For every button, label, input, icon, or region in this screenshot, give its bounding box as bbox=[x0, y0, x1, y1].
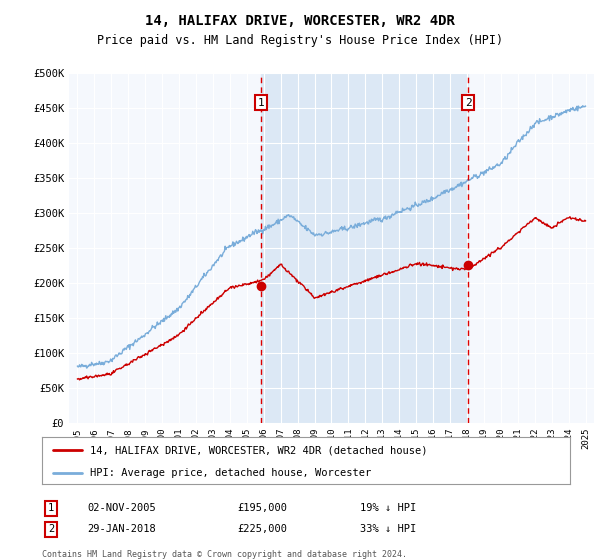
Text: £225,000: £225,000 bbox=[237, 524, 287, 534]
Bar bbox=[261, 73, 469, 423]
Text: 14, HALIFAX DRIVE, WORCESTER, WR2 4DR (detached house): 14, HALIFAX DRIVE, WORCESTER, WR2 4DR (d… bbox=[89, 445, 427, 455]
Text: 29-JAN-2018: 29-JAN-2018 bbox=[87, 524, 156, 534]
Text: 14, HALIFAX DRIVE, WORCESTER, WR2 4DR: 14, HALIFAX DRIVE, WORCESTER, WR2 4DR bbox=[145, 14, 455, 28]
Text: Price paid vs. HM Land Registry's House Price Index (HPI): Price paid vs. HM Land Registry's House … bbox=[97, 34, 503, 46]
Text: 1: 1 bbox=[48, 503, 54, 514]
Text: 02-NOV-2005: 02-NOV-2005 bbox=[87, 503, 156, 514]
Text: 19% ↓ HPI: 19% ↓ HPI bbox=[360, 503, 416, 514]
Text: HPI: Average price, detached house, Worcester: HPI: Average price, detached house, Worc… bbox=[89, 468, 371, 478]
Text: Contains HM Land Registry data © Crown copyright and database right 2024.
This d: Contains HM Land Registry data © Crown c… bbox=[42, 550, 407, 560]
Text: 1: 1 bbox=[257, 97, 265, 108]
Text: 33% ↓ HPI: 33% ↓ HPI bbox=[360, 524, 416, 534]
Text: £195,000: £195,000 bbox=[237, 503, 287, 514]
Text: 2: 2 bbox=[48, 524, 54, 534]
Text: 2: 2 bbox=[465, 97, 472, 108]
